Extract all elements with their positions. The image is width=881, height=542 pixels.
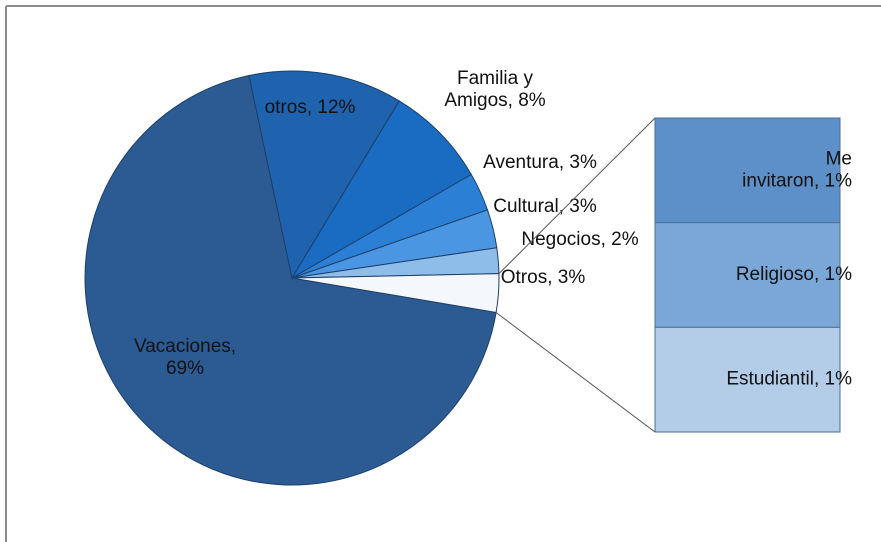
data-label: Estudiantil, 1% [726,369,852,390]
data-label: Otros, 3% [501,267,586,288]
pie-slice [248,70,400,280]
pie-slice [84,74,497,486]
data-label: Familia y Amigos, 8% [444,68,545,111]
data-label: Religioso, 1% [736,264,852,285]
pie-slice [291,100,472,279]
bar-segment [654,117,841,224]
data-label: Aventura, 3% [483,152,597,173]
bar-segment [654,222,841,328]
connector [495,312,656,433]
bar-segment [654,326,841,433]
pie-slice [291,273,500,314]
data-label: Me invitaron, 1% [742,148,852,191]
connector [498,117,656,275]
data-label: Cultural, 3% [493,196,597,217]
data-label: Negocios, 2% [521,229,638,250]
data-label: Vacaciones, 69% [134,336,236,379]
data-label: otros, 12% [265,97,356,118]
